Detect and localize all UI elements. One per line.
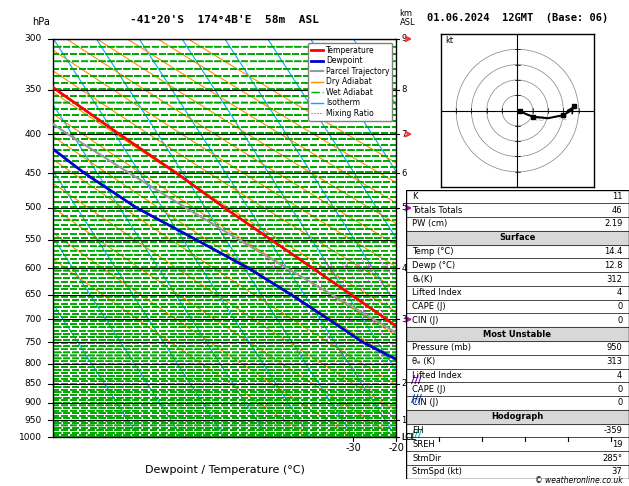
Text: CAPE (J): CAPE (J) [413, 385, 446, 394]
Text: 3: 3 [328, 263, 332, 268]
Text: 0: 0 [617, 316, 622, 325]
Text: Temp (°C): Temp (°C) [413, 247, 454, 256]
Text: -30: -30 [345, 443, 361, 453]
Text: θₑ(K): θₑ(K) [413, 275, 433, 283]
Text: 650: 650 [25, 290, 42, 299]
Text: 800: 800 [25, 359, 42, 368]
Text: kt: kt [445, 36, 454, 45]
Text: StmSpd (kt): StmSpd (kt) [413, 468, 462, 476]
Text: 19: 19 [612, 440, 622, 449]
Text: 11: 11 [612, 192, 622, 201]
Text: 9: 9 [401, 35, 407, 43]
Bar [406, 231, 629, 244]
Text: K: K [413, 192, 418, 201]
Text: 0: 0 [617, 385, 622, 394]
Text: 6: 6 [367, 263, 371, 268]
Text: 4: 4 [401, 264, 407, 273]
Text: 0: 0 [617, 302, 622, 311]
Text: CIN (J): CIN (J) [413, 399, 439, 407]
Text: R2: R2 [559, 115, 568, 121]
Text: 750: 750 [25, 338, 42, 347]
Text: 300: 300 [25, 35, 42, 43]
Text: 37: 37 [611, 468, 622, 476]
Text: LCL: LCL [401, 433, 416, 442]
Text: Dewp (°C): Dewp (°C) [413, 261, 455, 270]
Text: R5: R5 [536, 116, 545, 122]
Text: 1000: 1000 [18, 433, 42, 442]
Bar [406, 327, 629, 341]
Text: 2: 2 [307, 263, 311, 268]
Text: 14.4: 14.4 [604, 247, 622, 256]
Text: PW (cm): PW (cm) [413, 220, 448, 228]
Text: -359: -359 [603, 426, 622, 435]
Text: 46: 46 [611, 206, 622, 215]
Text: 2.19: 2.19 [604, 220, 622, 228]
Text: 4: 4 [344, 263, 348, 268]
Text: CIN (J): CIN (J) [413, 316, 439, 325]
Text: 950: 950 [25, 416, 42, 425]
Text: hPa: hPa [33, 17, 50, 27]
Text: 312: 312 [606, 275, 622, 283]
Text: 313: 313 [606, 357, 622, 366]
Text: Hodograph: Hodograph [491, 412, 543, 421]
Text: 12.8: 12.8 [604, 261, 622, 270]
Text: Lifted Index: Lifted Index [413, 371, 462, 380]
Text: Surface: Surface [499, 233, 535, 242]
Text: Totals Totals: Totals Totals [413, 206, 463, 215]
Text: 7: 7 [401, 130, 407, 139]
Text: 600: 600 [25, 264, 42, 273]
Bar [406, 410, 629, 424]
Text: 8: 8 [384, 263, 388, 268]
Text: 550: 550 [25, 235, 42, 244]
Text: © weatheronline.co.uk: © weatheronline.co.uk [535, 476, 623, 485]
Text: km
ASL: km ASL [399, 9, 415, 27]
Text: EH: EH [413, 426, 424, 435]
Text: 950: 950 [606, 344, 622, 352]
Text: -41°20'S  174°4B'E  58m  ASL: -41°20'S 174°4B'E 58m ASL [130, 15, 320, 25]
Text: 900: 900 [25, 398, 42, 407]
Text: 5: 5 [401, 204, 407, 212]
Text: 700: 700 [25, 315, 42, 324]
Text: 285°: 285° [603, 453, 622, 463]
Text: Most Unstable: Most Unstable [483, 330, 552, 339]
Text: 1: 1 [401, 416, 407, 425]
Text: 850: 850 [25, 379, 42, 388]
Text: θₑ (K): θₑ (K) [413, 357, 436, 366]
Text: 4: 4 [617, 371, 622, 380]
Text: 8: 8 [401, 86, 407, 94]
Text: 500: 500 [25, 204, 42, 212]
Text: 350: 350 [25, 86, 42, 94]
Text: 2: 2 [401, 379, 407, 388]
Text: 4: 4 [617, 288, 622, 297]
Text: StmDir: StmDir [413, 453, 442, 463]
Text: 01.06.2024  12GMT  (Base: 06): 01.06.2024 12GMT (Base: 06) [426, 13, 608, 23]
Text: 1: 1 [272, 263, 276, 268]
Legend: Temperature, Dewpoint, Parcel Trajectory, Dry Adiabat, Wet Adiabat, Isotherm, Mi: Temperature, Dewpoint, Parcel Trajectory… [308, 43, 392, 121]
Text: Pressure (mb): Pressure (mb) [413, 344, 471, 352]
Text: Lifted Index: Lifted Index [413, 288, 462, 297]
Text: SREH: SREH [413, 440, 435, 449]
Text: 450: 450 [25, 169, 42, 177]
Text: CAPE (J): CAPE (J) [413, 302, 446, 311]
Text: Dewpoint / Temperature (°C): Dewpoint / Temperature (°C) [145, 465, 305, 475]
Text: -20: -20 [388, 443, 404, 453]
Text: LCL: LCL [401, 433, 415, 442]
Text: 5: 5 [357, 263, 360, 268]
Text: 6: 6 [401, 169, 407, 177]
Text: 0: 0 [617, 399, 622, 407]
Text: 3: 3 [401, 315, 407, 324]
Text: 400: 400 [25, 130, 42, 139]
